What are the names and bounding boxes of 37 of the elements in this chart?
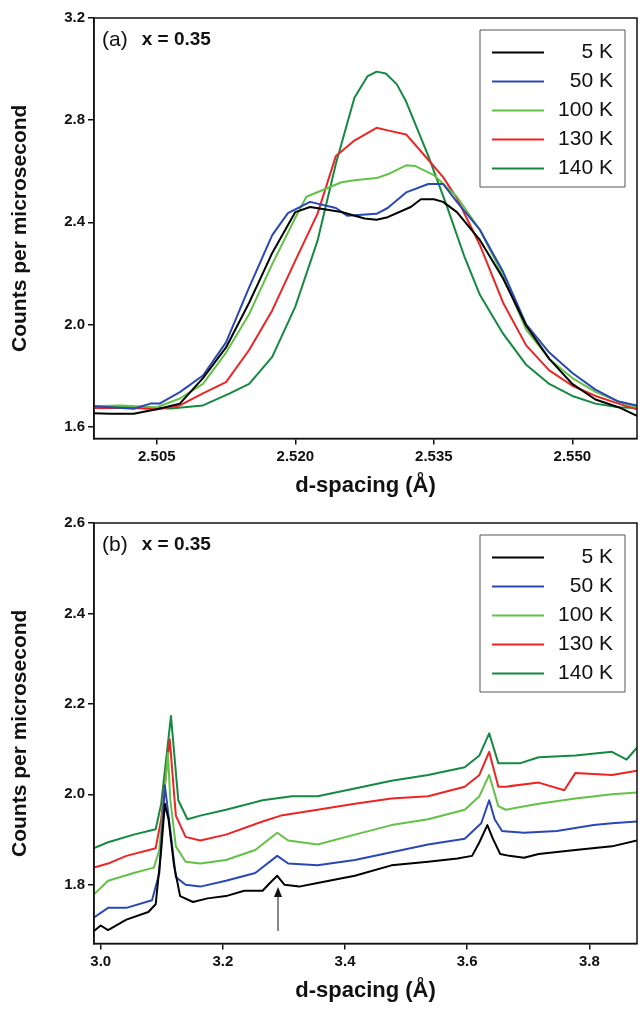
- legend-label: 140 K: [558, 660, 613, 684]
- y-tick-label: 2.4: [64, 603, 86, 621]
- y-tick-label: 2.0: [64, 784, 85, 802]
- annotation: x = 0.35: [141, 28, 212, 50]
- x-tick-label: 2.535: [415, 446, 453, 464]
- legend-label: 130 K: [558, 126, 613, 150]
- legend-label: 5 K: [581, 544, 613, 568]
- x-tick-label: 3.2: [212, 951, 234, 969]
- x-tick-label: 3.0: [90, 951, 112, 969]
- y-tick-label: 3.2: [64, 8, 85, 26]
- y-tick-label: 2.8: [64, 110, 85, 128]
- legend-label: 130 K: [558, 631, 613, 655]
- legend-label: 140 K: [558, 155, 613, 179]
- x-tick-label: 2.550: [553, 446, 592, 464]
- x-axis-title: d-spacing (Å): [295, 470, 436, 497]
- y-axis-title: Counts per microsecond: [7, 104, 31, 352]
- x-axis-title: d-spacing (Å): [295, 975, 436, 1002]
- annotation: (b): [102, 531, 128, 555]
- x-tick-label: 3.6: [456, 951, 478, 969]
- y-tick-label: 2.6: [64, 513, 85, 531]
- y-tick-label: 1.6: [64, 416, 85, 434]
- annotation: (a): [102, 26, 128, 50]
- x-tick-label: 3.4: [334, 951, 357, 969]
- legend-label: 50 K: [569, 68, 613, 92]
- x-tick-label: 2.505: [138, 446, 176, 464]
- legend-label: 50 K: [569, 573, 613, 597]
- y-tick-label: 2.0: [64, 314, 85, 332]
- x-tick-label: 2.520: [276, 446, 315, 464]
- legend-label: 100 K: [558, 97, 613, 121]
- legend-label: 5 K: [581, 39, 613, 63]
- annotation: x = 0.35: [141, 533, 212, 555]
- y-tick-label: 2.4: [64, 212, 86, 230]
- x-tick-label: 3.8: [578, 951, 600, 969]
- y-axis-title: Counts per microsecond: [7, 609, 31, 857]
- legend-label: 100 K: [558, 602, 613, 626]
- y-tick-label: 1.8: [64, 874, 85, 892]
- y-tick-label: 2.2: [64, 694, 85, 712]
